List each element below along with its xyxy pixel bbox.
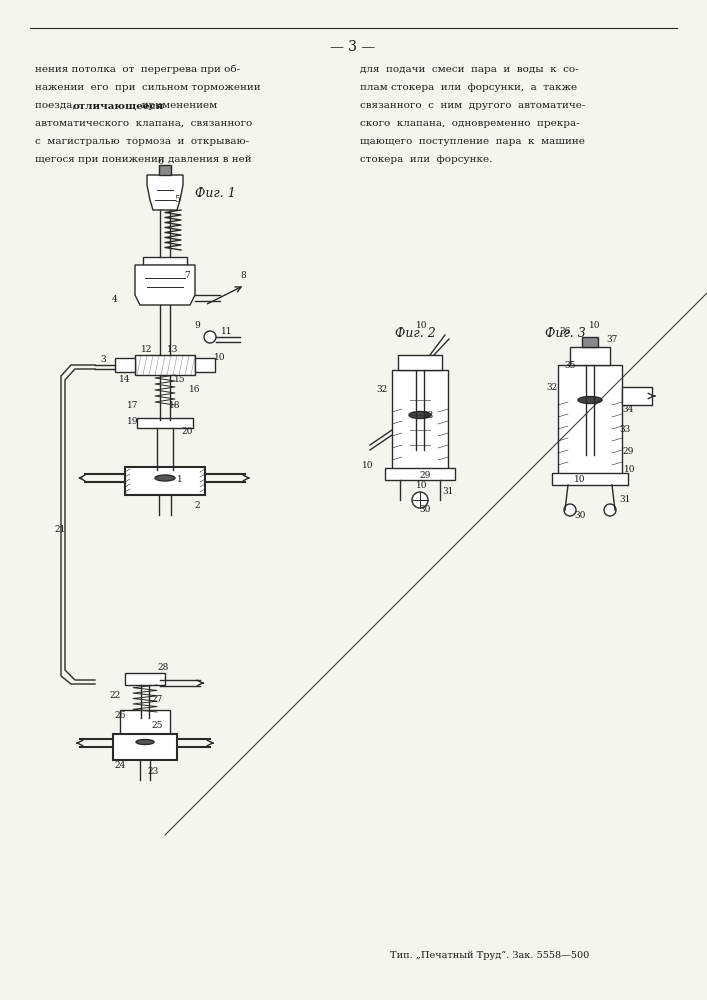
Text: плам стокера  или  форсунки,  а  также: плам стокера или форсунки, а также: [360, 83, 577, 92]
Text: 5: 5: [174, 196, 180, 205]
Text: 25: 25: [151, 720, 163, 730]
Text: 30: 30: [574, 510, 585, 520]
Text: нения потолка  от  перегрева при об-: нения потолка от перегрева при об-: [35, 65, 240, 75]
Text: 10: 10: [362, 460, 374, 470]
Text: 4: 4: [112, 296, 118, 304]
Text: Фиг. 2: Фиг. 2: [395, 327, 436, 340]
Text: 2: 2: [194, 500, 200, 510]
Bar: [137, 418, 193, 428]
Text: 10: 10: [416, 481, 428, 489]
Text: 27: 27: [151, 696, 163, 704]
Bar: [159, 165, 171, 175]
Bar: [195, 358, 215, 372]
Circle shape: [564, 504, 576, 516]
Text: 6: 6: [157, 157, 163, 166]
Text: 15: 15: [174, 375, 186, 384]
Circle shape: [604, 504, 616, 516]
Text: 20: 20: [181, 428, 193, 436]
Text: Фиг. 3: Фиг. 3: [544, 327, 585, 340]
Bar: [582, 337, 598, 347]
Text: Фиг. 1: Фиг. 1: [194, 187, 235, 200]
Text: 21: 21: [54, 526, 66, 534]
Bar: [120, 710, 170, 735]
Text: 18: 18: [169, 400, 181, 410]
Text: 22: 22: [110, 690, 121, 700]
Text: 17: 17: [127, 400, 139, 410]
Text: 19: 19: [127, 418, 139, 426]
Text: отличающееся: отличающееся: [72, 101, 164, 110]
Text: ского  клапана,  одновременно  прекра-: ского клапана, одновременно прекра-: [360, 119, 580, 128]
Bar: [125, 673, 165, 685]
Bar: [113, 734, 177, 760]
Text: 36: 36: [559, 328, 571, 336]
Text: 30: 30: [419, 506, 431, 514]
Text: щающего  поступление  пара  к  машине: щающего поступление пара к машине: [360, 137, 585, 146]
Text: 10: 10: [574, 476, 586, 485]
Text: 10: 10: [624, 466, 636, 475]
Circle shape: [412, 492, 428, 508]
Text: 29: 29: [622, 448, 633, 456]
Ellipse shape: [578, 396, 602, 403]
Text: 24: 24: [115, 760, 126, 770]
Text: щегося при понижении давления в ней: щегося при понижении давления в ней: [35, 155, 252, 164]
Bar: [558, 365, 622, 475]
Text: поезда,: поезда,: [35, 101, 82, 110]
Text: 33: 33: [422, 410, 433, 420]
Ellipse shape: [409, 412, 431, 418]
Polygon shape: [147, 175, 183, 210]
Text: стокера  или  форсунке.: стокера или форсунке.: [360, 155, 492, 164]
Text: с  магистралью  тормоза  и  открываю-: с магистралью тормоза и открываю-: [35, 137, 249, 146]
Text: 13: 13: [168, 346, 179, 355]
Polygon shape: [135, 265, 195, 305]
Text: 26: 26: [115, 710, 126, 720]
Text: 12: 12: [141, 346, 153, 355]
Bar: [125, 467, 205, 495]
Bar: [398, 355, 442, 370]
Text: 16: 16: [189, 385, 201, 394]
Ellipse shape: [136, 740, 154, 744]
Text: 10: 10: [214, 354, 226, 362]
Text: автоматического  клапана,  связанного: автоматического клапана, связанного: [35, 119, 252, 128]
Text: 9: 9: [194, 320, 200, 330]
Text: — 3 —: — 3 —: [330, 40, 375, 54]
Bar: [385, 468, 455, 480]
Text: 3: 3: [100, 356, 106, 364]
Text: 32: 32: [547, 383, 558, 392]
Text: 23: 23: [147, 768, 158, 776]
Bar: [552, 473, 628, 485]
Text: 11: 11: [221, 328, 233, 336]
Text: 7: 7: [184, 270, 190, 279]
Text: нажении  его  при  сильном торможении: нажении его при сильном торможении: [35, 83, 261, 92]
Ellipse shape: [155, 475, 175, 481]
Bar: [135, 355, 195, 375]
Bar: [143, 257, 187, 265]
Text: Тип. „Печатный Труд“. Зак. 5558—500: Тип. „Печатный Труд“. Зак. 5558—500: [390, 951, 590, 960]
Text: 34: 34: [622, 406, 633, 414]
Text: 31: 31: [619, 495, 631, 504]
Text: для  подачи  смеси  пара  и  воды  к  со-: для подачи смеси пара и воды к со-: [360, 65, 578, 74]
Circle shape: [204, 331, 216, 343]
Bar: [622, 387, 652, 405]
Text: связанного  с  ним  другого  автоматиче-: связанного с ним другого автоматиче-: [360, 101, 585, 110]
Text: 33: 33: [619, 426, 631, 434]
Bar: [392, 370, 448, 470]
Text: 10: 10: [416, 320, 428, 330]
Text: 10: 10: [589, 320, 601, 330]
Text: 35: 35: [564, 360, 575, 369]
Bar: [115, 358, 135, 372]
Text: 37: 37: [607, 336, 618, 344]
Text: 32: 32: [376, 385, 387, 394]
Text: 8: 8: [240, 270, 246, 279]
Bar: [570, 347, 610, 365]
Text: 29: 29: [419, 471, 431, 480]
Text: 1: 1: [177, 476, 183, 485]
Text: применением: применением: [135, 101, 217, 110]
Text: 31: 31: [443, 488, 454, 496]
Text: 28: 28: [158, 664, 169, 672]
Text: 14: 14: [119, 375, 131, 384]
